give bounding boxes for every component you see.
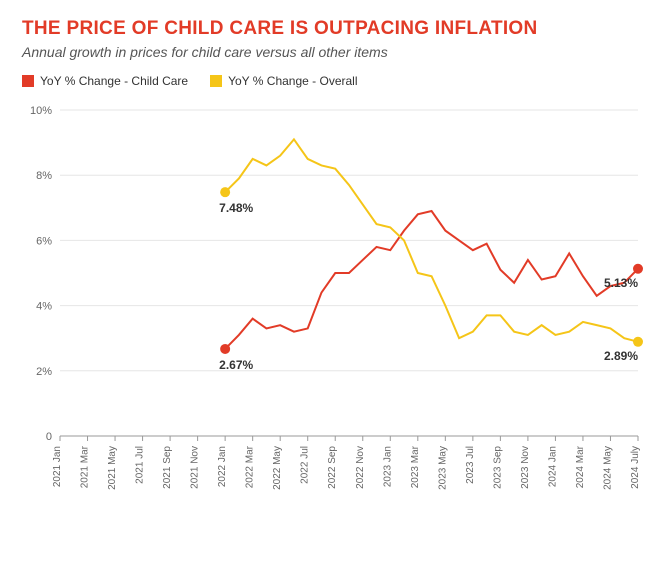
x-tick-label: 2023 Sep: [492, 446, 503, 489]
y-tick-label: 0: [46, 431, 52, 443]
x-tick-label: 2021 Nov: [190, 446, 201, 489]
x-tick-label: 2024 Jan: [547, 446, 558, 487]
x-tick-label: 2022 Nov: [355, 446, 366, 489]
x-tick-label: 2022 Sep: [327, 446, 338, 489]
x-tick-label: 2023 Nov: [520, 446, 531, 489]
x-tick-label: 2021 Mar: [80, 445, 91, 488]
x-tick-label: 2023 Mar: [410, 445, 421, 488]
marker-child_care: [633, 264, 643, 274]
x-tick-label: 2023 May: [437, 446, 448, 490]
chart-subtitle: Annual growth in prices for child care v…: [22, 44, 645, 60]
legend-swatch-overall: [210, 75, 222, 87]
legend-item-child-care: YoY % Change - Child Care: [22, 74, 188, 88]
callout-overall: 2.89%: [604, 349, 638, 363]
marker-child_care: [220, 344, 230, 354]
y-tick-label: 10%: [30, 105, 52, 117]
legend: YoY % Change - Child Care YoY % Change -…: [22, 74, 645, 88]
callout-overall: 7.48%: [219, 201, 253, 215]
x-tick-label: 2024 May: [602, 446, 613, 490]
legend-label-overall: YoY % Change - Overall: [228, 74, 357, 88]
x-tick-label: 2021 Jul: [135, 446, 146, 484]
x-tick-label: 2021 Jan: [52, 446, 63, 487]
x-tick-label: 2023 Jan: [382, 446, 393, 487]
x-tick-label: 2023 Jul: [465, 446, 476, 484]
x-tick-label: 2021 May: [107, 446, 118, 490]
callout-child_care: 5.13%: [604, 276, 638, 290]
callout-child_care: 2.67%: [219, 358, 253, 372]
legend-swatch-child-care: [22, 75, 34, 87]
marker-overall: [633, 337, 643, 347]
chart-svg: 0 2% 4% 6% 8% 10% 2021 Jan 2021 Mar 2021 May 2021…: [22, 96, 645, 526]
line-chart: 0 2% 4% 6% 8% 10% 2021 Jan 2021 Mar 2021 May 2021…: [22, 96, 645, 526]
x-tick-label: 2022 Jan: [217, 446, 228, 487]
y-tick-label: 8%: [36, 170, 52, 182]
y-tick-label: 2%: [36, 366, 52, 378]
x-tick-label: 2022 May: [272, 446, 283, 490]
x-tick-label: 2022 Jul: [300, 446, 311, 484]
marker-overall: [220, 187, 230, 197]
chart-title: THE PRICE OF CHILD CARE IS OUTPACING INF…: [22, 18, 645, 40]
y-tick-label: 6%: [36, 235, 52, 247]
y-tick-label: 4%: [36, 301, 52, 313]
x-tick-label: 2022 Mar: [245, 445, 256, 488]
legend-label-child-care: YoY % Change - Child Care: [40, 74, 188, 88]
legend-item-overall: YoY % Change - Overall: [210, 74, 357, 88]
x-tick-label: 2024 July: [630, 446, 641, 489]
x-tick-label: 2024 Mar: [575, 445, 586, 488]
x-tick-label: 2021 Sep: [162, 446, 173, 489]
series-child_care: [225, 211, 638, 349]
